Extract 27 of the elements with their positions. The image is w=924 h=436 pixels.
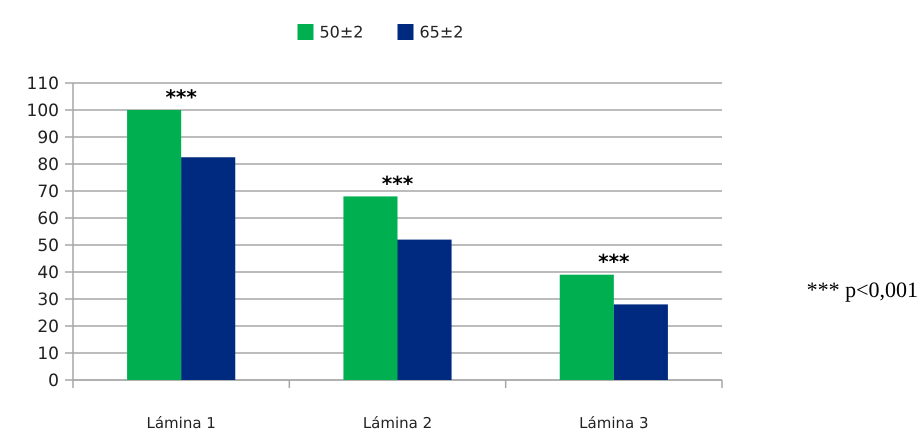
- y-tick-label: 50: [37, 236, 59, 256]
- annotation: ***: [598, 250, 630, 274]
- y-tick-label: 100: [26, 100, 59, 121]
- bar: [560, 274, 614, 380]
- x-tick-label: Lámina 2: [362, 414, 432, 432]
- bar: [343, 196, 398, 380]
- bar: [127, 110, 182, 380]
- annotation: ***: [382, 171, 414, 196]
- annotation: ***: [165, 85, 198, 109]
- legend-label: 50±2: [320, 22, 364, 42]
- y-tick-label: 110: [26, 74, 59, 94]
- x-tick-label: Lámina 1: [146, 414, 216, 432]
- y-tick-label: 10: [37, 344, 59, 364]
- y-tick-label: 0: [48, 370, 59, 391]
- text: *** p<0,001: [806, 276, 918, 302]
- bar: [614, 304, 668, 380]
- y-tick-label: 90: [37, 128, 59, 148]
- bar: [181, 157, 236, 380]
- x-tick-label: Lámina 3: [579, 414, 649, 432]
- legend-label: 65±2: [420, 22, 464, 42]
- y-tick-label: 20: [37, 316, 59, 337]
- bar: [398, 240, 452, 380]
- y-tick-label: 80: [37, 154, 59, 175]
- y-tick-label: 40: [37, 262, 59, 283]
- y-tick-label: 60: [37, 208, 59, 229]
- y-tick-label: 30: [37, 290, 59, 310]
- y-tick-label: 70: [37, 182, 59, 202]
